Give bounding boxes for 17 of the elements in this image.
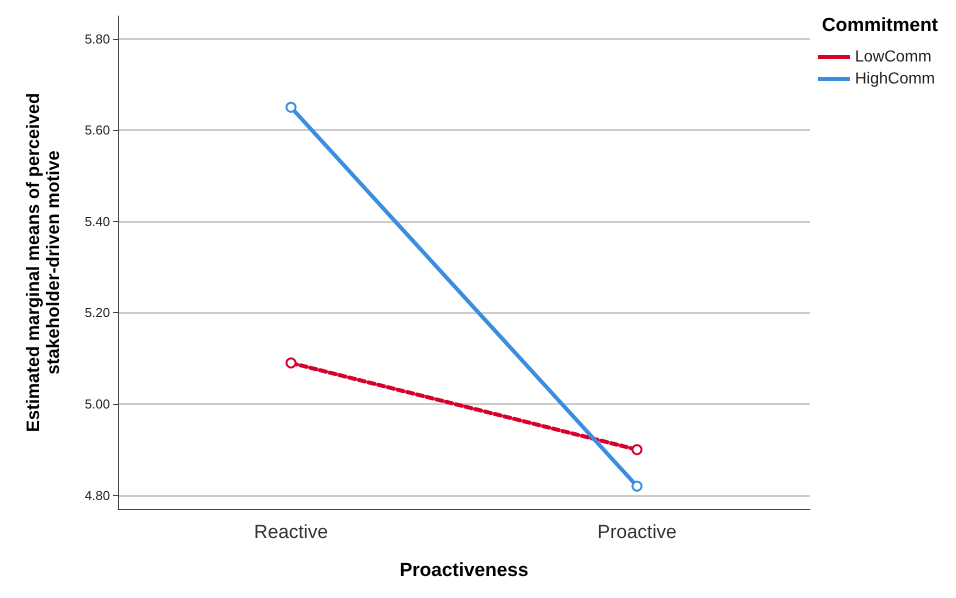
x-tick-label: Reactive (254, 522, 328, 543)
legend-label: HighComm (854, 70, 935, 88)
legend-label: LowComm (854, 48, 932, 66)
y-tick-label: 5.80 (84, 31, 110, 46)
point (632, 480, 642, 492)
point (286, 357, 296, 368)
y-tick-label: 5.60 (84, 122, 110, 138)
point (632, 444, 642, 456)
y-axis-title: Estimated marginal means of perceived stakeholder-driven motive (23, 92, 63, 432)
y-tick-label: 5.00 (84, 396, 110, 412)
legend-title: Commitment (822, 15, 939, 36)
y-tick-label: 5.20 (84, 305, 110, 320)
x-tick-label: Proactive (597, 522, 677, 543)
x-axis-title: Proactiveness (400, 560, 528, 581)
point (286, 102, 296, 113)
y-tick-label: 5.40 (84, 214, 110, 229)
y-tick-label: 4.80 (84, 488, 110, 503)
